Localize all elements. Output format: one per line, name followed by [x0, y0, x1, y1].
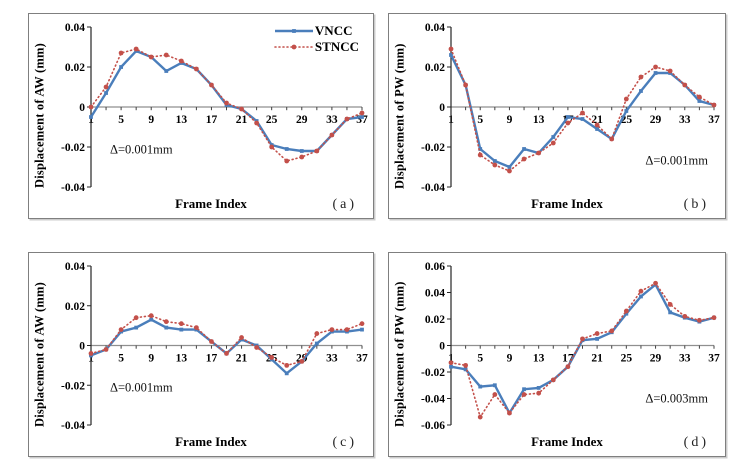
svg-text:0.04: 0.04 — [65, 22, 85, 34]
svg-text:13: 13 — [533, 114, 545, 126]
svg-text:37: 37 — [356, 114, 368, 126]
subplot-a: Displacement of AW (mm) 1591317212529333… — [28, 13, 374, 219]
svg-text:-0.02: -0.02 — [61, 142, 85, 154]
svg-text:-0.04: -0.04 — [61, 420, 85, 432]
x-axis-title-c: Frame Index — [175, 434, 247, 449]
svg-text:5: 5 — [118, 114, 124, 126]
svg-text:29: 29 — [650, 353, 662, 365]
svg-text:-0.02: -0.02 — [421, 367, 445, 379]
svg-text:0: 0 — [79, 102, 85, 114]
svg-text:0.04: 0.04 — [65, 261, 85, 273]
line-chart-c: 159131721252933370.040.020-0.02-0.04Δ=0.… — [61, 261, 368, 432]
line-chart-b: 159131721252933370.040.020-0.02-0.04Δ=0.… — [421, 22, 720, 194]
svg-text:0.02: 0.02 — [65, 62, 85, 74]
legend-label-vncc: VNCC — [314, 23, 353, 38]
svg-text:-0.04: -0.04 — [61, 182, 85, 194]
svg-text:9: 9 — [148, 114, 154, 126]
svg-text:21: 21 — [591, 114, 603, 126]
svg-text:33: 33 — [679, 353, 691, 365]
svg-text:-0.04: -0.04 — [421, 182, 445, 194]
x-axis-title-d: Frame Index — [531, 434, 603, 449]
line-chart-d: 159131721252933370.060.040.020-0.02-0.04… — [421, 261, 720, 432]
svg-text:0: 0 — [439, 102, 445, 114]
svg-text:-0.02: -0.02 — [61, 380, 85, 392]
svg-text:Δ=0.001mm: Δ=0.001mm — [645, 154, 708, 168]
svg-text:25: 25 — [266, 114, 278, 126]
svg-text:33: 33 — [326, 114, 338, 126]
svg-text:37: 37 — [356, 353, 368, 365]
svg-text:0: 0 — [79, 341, 85, 353]
svg-text:Δ=0.001mm: Δ=0.001mm — [110, 142, 173, 156]
svg-text:13: 13 — [176, 114, 188, 126]
panel-label-c: (c) — [332, 435, 357, 450]
svg-text:21: 21 — [591, 353, 603, 365]
svg-text:-0.04: -0.04 — [421, 394, 445, 406]
svg-text:0.02: 0.02 — [425, 62, 445, 74]
svg-text:-0.02: -0.02 — [421, 142, 445, 154]
svg-text:5: 5 — [118, 353, 124, 365]
svg-text:21: 21 — [236, 353, 248, 365]
svg-text:33: 33 — [326, 353, 338, 365]
svg-text:29: 29 — [296, 353, 308, 365]
panel-label-a: (a) — [332, 197, 357, 212]
svg-text:13: 13 — [176, 353, 188, 365]
svg-text:0.04: 0.04 — [425, 22, 445, 34]
svg-text:17: 17 — [562, 114, 574, 126]
svg-text:9: 9 — [507, 114, 513, 126]
subplot-d: Displacement of PW (mm) 1591317212529333… — [388, 252, 726, 457]
svg-text:25: 25 — [621, 353, 633, 365]
svg-text:13: 13 — [533, 353, 545, 365]
legend-item-stncc: STNCC — [274, 39, 359, 54]
svg-text:21: 21 — [236, 114, 248, 126]
svg-text:0: 0 — [439, 341, 445, 353]
svg-text:9: 9 — [507, 353, 513, 365]
y-axis-title-b: Displacement of PW (mm) — [392, 43, 407, 189]
subplot-b: Displacement of PW (mm) 1591317212529333… — [388, 13, 726, 219]
svg-text:17: 17 — [206, 114, 218, 126]
svg-text:9: 9 — [148, 353, 154, 365]
vncc-line-sample-icon — [274, 28, 313, 33]
subplot-c: Displacement of AW (mm) 1591317212529333… — [28, 252, 374, 457]
y-axis-title-d: Displacement of PW (mm) — [392, 281, 407, 428]
svg-text:Δ=0.001mm: Δ=0.001mm — [110, 381, 173, 395]
svg-text:0.06: 0.06 — [425, 261, 445, 273]
svg-text:5: 5 — [477, 353, 483, 365]
svg-text:0.02: 0.02 — [425, 314, 445, 326]
svg-text:37: 37 — [708, 114, 720, 126]
svg-text:0.04: 0.04 — [425, 288, 445, 300]
y-axis-title-a: Displacement of AW (mm) — [32, 43, 47, 189]
y-axis-title-c: Displacement of AW (mm) — [32, 282, 47, 427]
svg-text:25: 25 — [621, 114, 633, 126]
stncc-line-sample-icon — [274, 44, 314, 49]
panel-label-d: (d) — [683, 435, 709, 450]
svg-text:33: 33 — [679, 114, 691, 126]
svg-text:0.02: 0.02 — [65, 301, 85, 313]
svg-text:29: 29 — [296, 114, 308, 126]
line-chart-a: 159131721252933370.040.020-0.02-0.04Δ=0.… — [61, 22, 368, 194]
svg-text:Δ=0.003mm: Δ=0.003mm — [645, 392, 708, 406]
panel-label-b: (b) — [683, 197, 709, 212]
legend-label-stncc: STNCC — [314, 39, 359, 54]
svg-text:17: 17 — [562, 353, 574, 365]
x-axis-title-b: Frame Index — [531, 196, 603, 211]
svg-text:17: 17 — [206, 353, 218, 365]
svg-text:37: 37 — [708, 353, 720, 365]
legend: VNCC STNCC — [274, 23, 359, 54]
x-axis-title-a: Frame Index — [175, 196, 247, 211]
svg-text:29: 29 — [650, 114, 662, 126]
svg-text:-0.06: -0.06 — [421, 420, 445, 432]
legend-item-vncc: VNCC — [274, 23, 359, 38]
svg-text:5: 5 — [477, 114, 483, 126]
